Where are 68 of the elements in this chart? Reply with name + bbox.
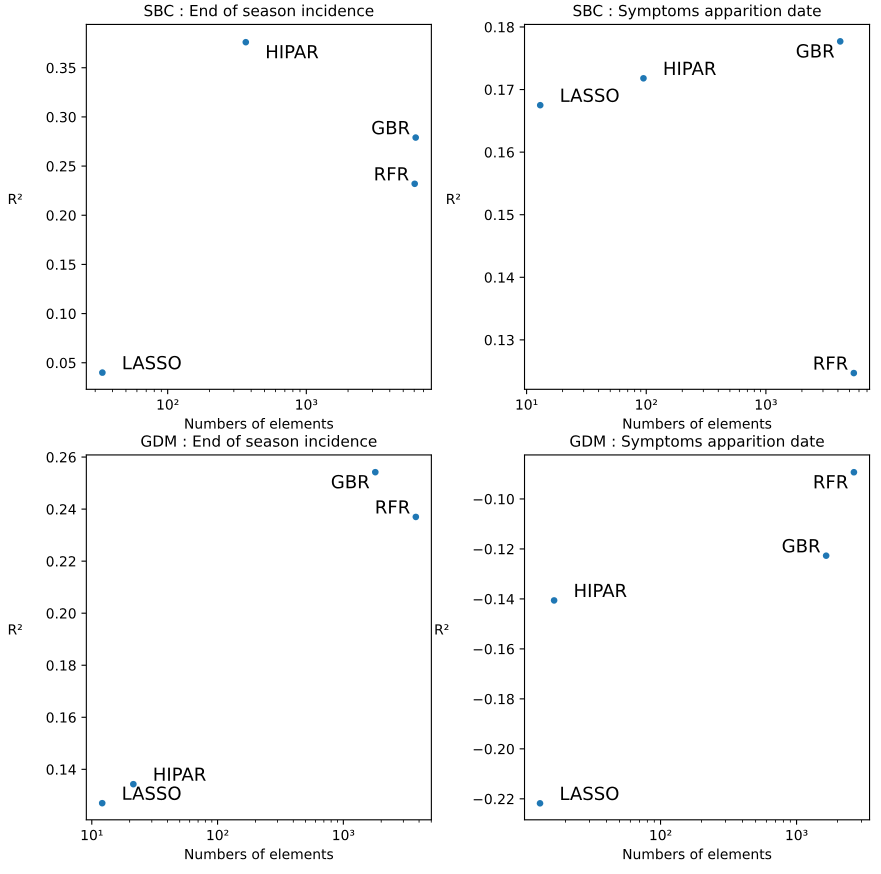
y-tick-label: −0.14 [474, 594, 514, 604]
x-axis-title: Numbers of elements [185, 848, 334, 860]
y-tick-label: −0.10 [474, 494, 514, 504]
y-tick-label: 0.16 [484, 147, 514, 158]
y-tick-label: 0.16 [46, 712, 76, 723]
y-tick-label: 0.20 [46, 608, 76, 619]
y-tick-label: −0.16 [474, 644, 514, 654]
y-tick-label: 0.20 [46, 210, 76, 221]
y-tick-label: 0.24 [46, 504, 76, 515]
y-tick-label: 0.10 [46, 308, 76, 320]
x-tick-label: 10³ [296, 399, 318, 410]
annotation: LASSO [561, 88, 619, 102]
y-tick-label: 0.35 [46, 62, 76, 74]
annotation: HIPAR [154, 768, 206, 781]
y-tick-label: 0.25 [46, 161, 76, 172]
annotation: HIPAR [267, 45, 318, 58]
y-tick-label: 0.05 [46, 358, 76, 368]
point [639, 74, 648, 82]
annotation: LASSO [561, 786, 618, 800]
x-tick-label: 10² [650, 830, 672, 840]
y-axis-title: R² [435, 624, 448, 635]
y-tick-label: 0.14 [46, 764, 76, 775]
x-tick-label: 10¹ [516, 399, 538, 410]
x-tick-label: 10² [158, 399, 178, 410]
y-tick-label: −0.18 [474, 694, 514, 704]
x-tick-label: 10² [636, 399, 657, 410]
y-tick-label: −0.12 [474, 544, 514, 554]
y-axis-title: R² [8, 194, 22, 204]
x-tick-label: 10³ [756, 399, 777, 410]
y-tick-label: 0.30 [46, 112, 76, 122]
y-tick-label: 0.15 [46, 259, 76, 270]
chart-title: GDM : End of season incidence [141, 435, 376, 447]
annotation: RFR [814, 356, 848, 370]
annotation: GBR [796, 44, 834, 58]
y-axis-title: R² [447, 194, 460, 204]
y-tick-label: 0.22 [46, 556, 76, 567]
x-tick-label: 10¹ [82, 830, 103, 840]
x-tick-label: 10² [207, 830, 228, 840]
chart-title: GDM : Symptoms apparition date [570, 435, 824, 450]
annotation: RFR [375, 167, 409, 180]
point [850, 369, 858, 378]
y-tick-label: 0.18 [484, 22, 514, 32]
annotation: LASSO [123, 786, 181, 800]
annotation: GBR [782, 538, 820, 553]
y-axis-title: R² [8, 624, 22, 635]
chart-title: SBC : Symptoms apparition date [574, 4, 821, 20]
annotation: LASSO [124, 356, 181, 370]
chart-title: SBC : End of season incidence [144, 4, 374, 16]
annotation: HIPAR [575, 584, 627, 598]
annotation: HIPAR [664, 62, 716, 75]
y-tick-label: 0.15 [484, 210, 514, 220]
x-axis-title: Numbers of elements [624, 418, 772, 429]
annotation: RFR [376, 500, 410, 514]
y-tick-label: 0.26 [46, 452, 76, 463]
annotation: GBR [372, 120, 410, 134]
x-tick-label: 10³ [786, 830, 808, 840]
x-tick-label: 10³ [333, 830, 354, 840]
annotation: GBR [332, 474, 370, 488]
y-tick-label: 0.13 [484, 334, 514, 346]
y-tick-label: 0.18 [46, 660, 76, 671]
y-tick-label: 0.14 [484, 272, 514, 283]
point [536, 101, 544, 110]
y-tick-label: 0.17 [484, 84, 514, 96]
y-tick-label: −0.22 [474, 794, 514, 804]
x-axis-title: Numbers of elements [624, 848, 772, 860]
y-tick-label: −0.20 [474, 744, 514, 754]
x-axis-title: Numbers of elements [185, 418, 334, 429]
annotation: RFR [814, 475, 848, 488]
